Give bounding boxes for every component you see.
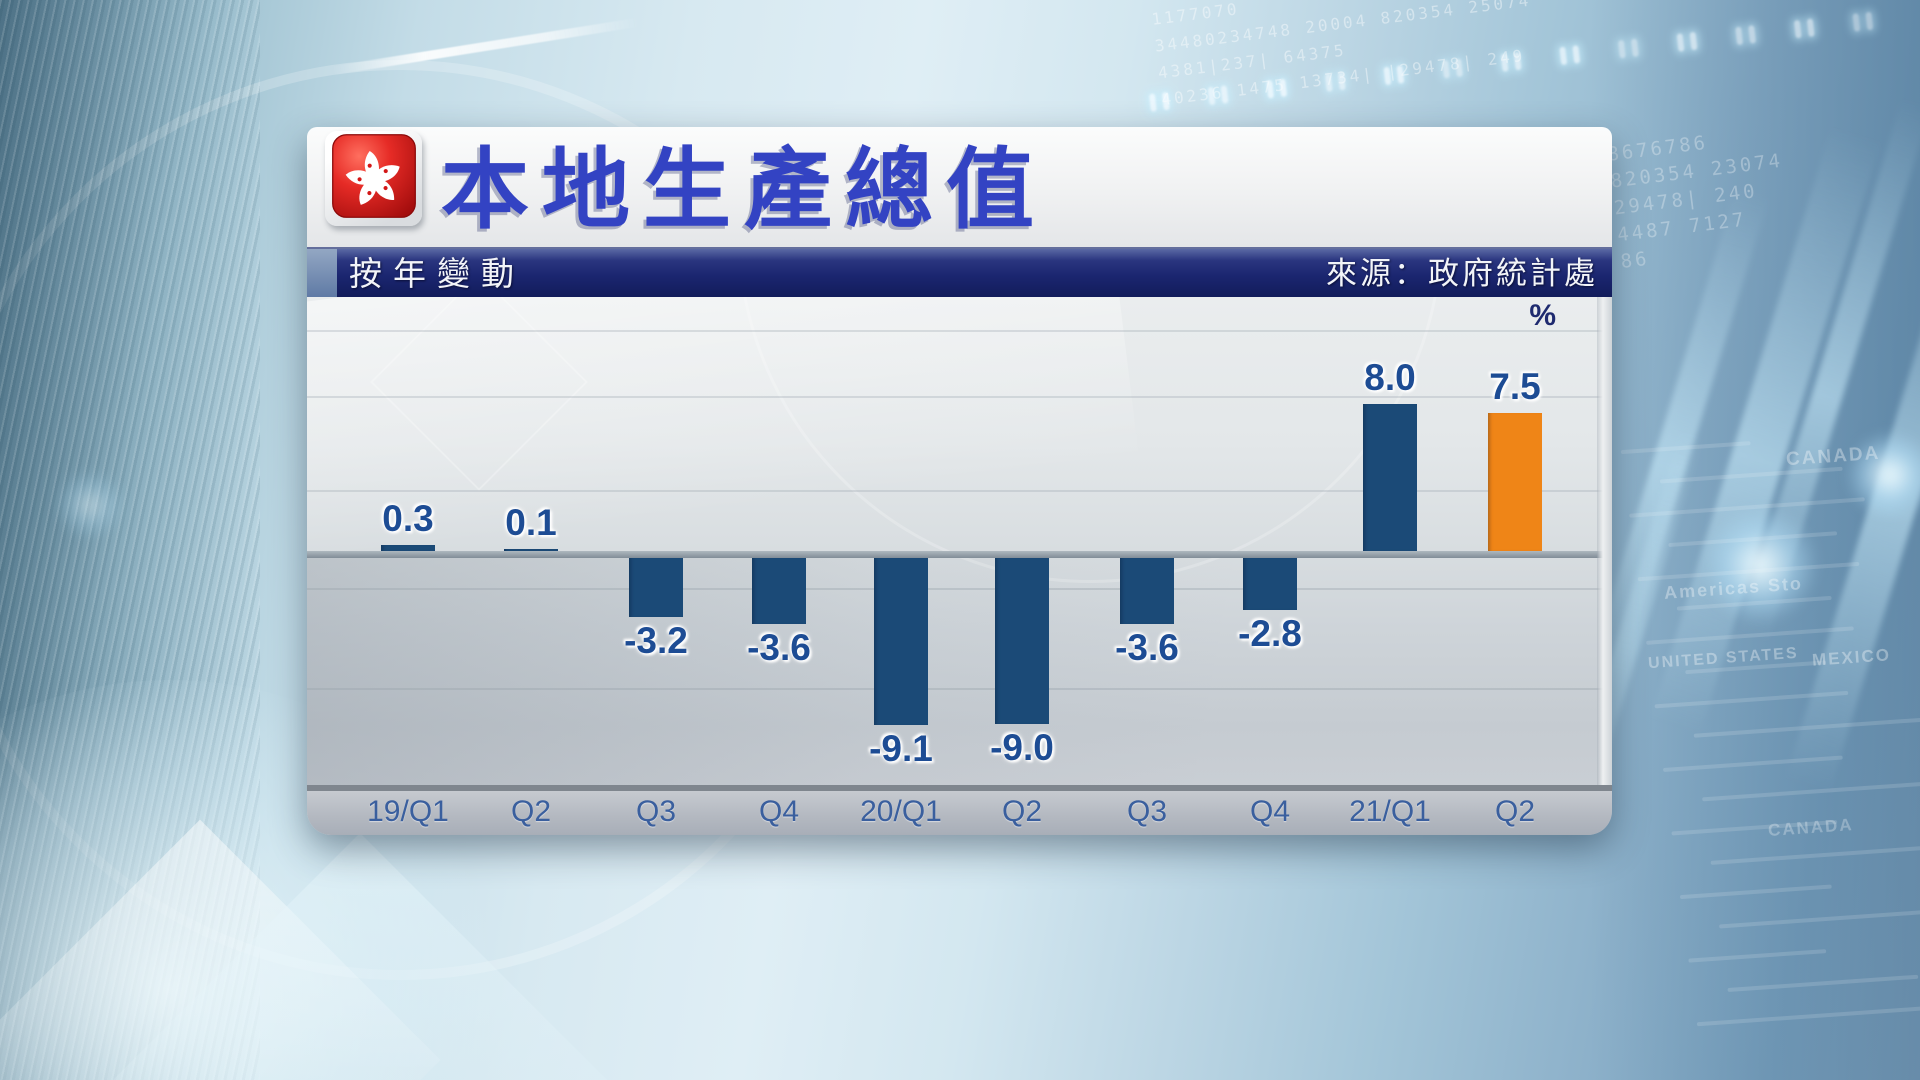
chart-plot-area: % 0.3 0.1 -3.2 -3.6 -9.1 -9.0 -3.6 -2.8 8.0 7.5 bbox=[307, 297, 1612, 785]
bokeh-light bbox=[1617, 38, 1639, 59]
panel-header: 本地生產總值 bbox=[307, 127, 1612, 247]
bar-value-label: -9.0 bbox=[990, 727, 1054, 768]
bar-value-label: 0.1 bbox=[505, 502, 557, 543]
bar-value-label: 7.5 bbox=[1489, 366, 1541, 407]
glass-circle bbox=[737, 297, 1443, 583]
x-axis-label: Q3 bbox=[1126, 795, 1168, 828]
light-flare bbox=[1845, 430, 1920, 520]
bar-value-label: -2.8 bbox=[1238, 613, 1302, 654]
bokeh-light bbox=[1676, 31, 1698, 52]
panel-right-bevel bbox=[1597, 297, 1612, 785]
gridline bbox=[307, 588, 1612, 590]
gridline bbox=[307, 490, 1612, 492]
bar-value-label: -3.2 bbox=[624, 620, 688, 661]
x-axis-label: 21/Q1 bbox=[1349, 795, 1431, 828]
bar-value-label: 0.3 bbox=[382, 498, 434, 539]
bar-value-label: -9.1 bbox=[869, 728, 933, 769]
x-axis-label: 19/Q1 bbox=[367, 795, 449, 828]
bar bbox=[995, 558, 1049, 724]
background-text-rows bbox=[1620, 431, 1920, 1068]
gridline bbox=[307, 396, 1612, 398]
gridline bbox=[307, 330, 1612, 332]
x-axis-label: Q3 bbox=[635, 795, 677, 828]
zero-baseline bbox=[307, 551, 1612, 558]
bar-value-label: -3.6 bbox=[1115, 627, 1179, 668]
subtitle-bar-chip bbox=[307, 249, 337, 297]
page-title: 本地生產總值 bbox=[441, 140, 1048, 239]
bokeh-light bbox=[1793, 18, 1815, 39]
x-axis-separator bbox=[307, 785, 1612, 791]
bokeh-light bbox=[1559, 45, 1581, 66]
bar bbox=[1488, 413, 1542, 551]
subtitle-bar: 按年變動 來源：政府統計處 bbox=[307, 247, 1612, 297]
x-axis-label: Q2 bbox=[1001, 795, 1043, 828]
background-ticker-digits: 8676786 820354 23074 29478| 240 4487 7127 86 bbox=[1606, 131, 1785, 274]
data-source-label: 來源：政府統計處 bbox=[1326, 256, 1598, 291]
bar bbox=[1120, 558, 1174, 624]
chart-subtitle: 按年變動 bbox=[349, 255, 525, 292]
bar bbox=[504, 549, 558, 551]
unit-label: % bbox=[1529, 299, 1556, 332]
bokeh-light bbox=[1735, 25, 1757, 46]
bar bbox=[1363, 404, 1417, 551]
x-axis-strip: 19/Q1 Q2 Q3 Q4 20/Q1 Q2 Q3 Q4 21/Q1 Q2 bbox=[307, 791, 1612, 835]
bar bbox=[629, 558, 683, 617]
x-axis-label: Q2 bbox=[510, 795, 552, 828]
bokeh-light bbox=[1852, 11, 1874, 32]
gdp-chart-panel: 本地生產總值 按年變動 來源：政府統計處 % 0.3 0.1 -3.2 -3.6 -9.… bbox=[307, 127, 1612, 835]
bar bbox=[874, 558, 928, 725]
bar bbox=[1243, 558, 1297, 610]
bar bbox=[381, 545, 435, 551]
bar-value-label: 8.0 bbox=[1364, 357, 1416, 398]
x-axis-label: Q4 bbox=[1249, 795, 1291, 828]
lower-shade bbox=[307, 558, 1612, 785]
light-flare bbox=[1700, 505, 1820, 625]
x-axis-label: Q4 bbox=[758, 795, 800, 828]
hongkong-flag-icon bbox=[332, 134, 416, 218]
bar-value-label: -3.6 bbox=[747, 627, 811, 668]
light-flare bbox=[55, 470, 125, 540]
gridline bbox=[307, 688, 1612, 690]
x-axis-label: 20/Q1 bbox=[860, 795, 942, 828]
bar bbox=[752, 558, 806, 624]
x-axis-label: Q2 bbox=[1494, 795, 1536, 828]
